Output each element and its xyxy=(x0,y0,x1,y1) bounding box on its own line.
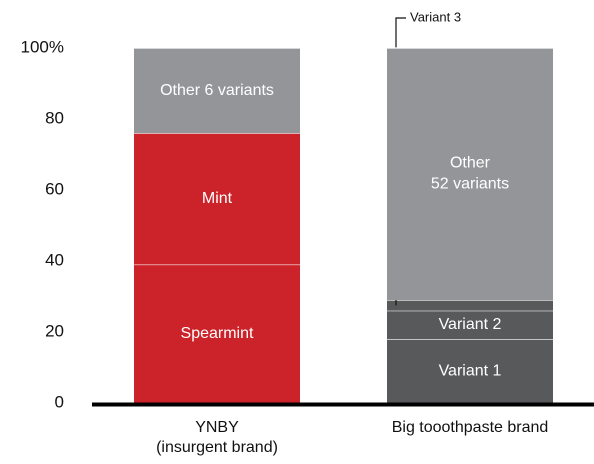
bar-segment xyxy=(387,48,553,301)
bar-segment xyxy=(387,339,553,403)
y-tick-label: 0 xyxy=(55,392,64,411)
segment-label: Variant 1 xyxy=(439,362,502,379)
x-tick-label: (insurgent brand) xyxy=(156,439,278,456)
segment-label: Spearmint xyxy=(181,325,254,342)
bar-segment xyxy=(387,310,553,340)
callout-label: Variant 3 xyxy=(410,9,461,24)
y-tick-label: 60 xyxy=(45,179,64,198)
y-tick-label: 80 xyxy=(45,108,64,127)
segment-label: Other xyxy=(450,155,491,172)
y-tick-label: 100% xyxy=(21,37,64,56)
y-tick-label: 20 xyxy=(45,321,64,340)
x-tick-label: YNBY xyxy=(195,419,239,436)
x-tick-label: Big tooothpaste brand xyxy=(392,419,549,436)
bar-segment xyxy=(387,300,553,311)
segment-label: Variant 2 xyxy=(439,316,502,333)
bar-segment xyxy=(134,133,300,265)
bar-segment xyxy=(134,48,300,134)
segment-label: 52 variants xyxy=(431,176,509,193)
bar-segment xyxy=(134,264,300,403)
y-tick-label: 40 xyxy=(45,250,64,269)
segment-label: Other 6 variants xyxy=(160,82,274,99)
segment-label: Mint xyxy=(202,190,233,207)
